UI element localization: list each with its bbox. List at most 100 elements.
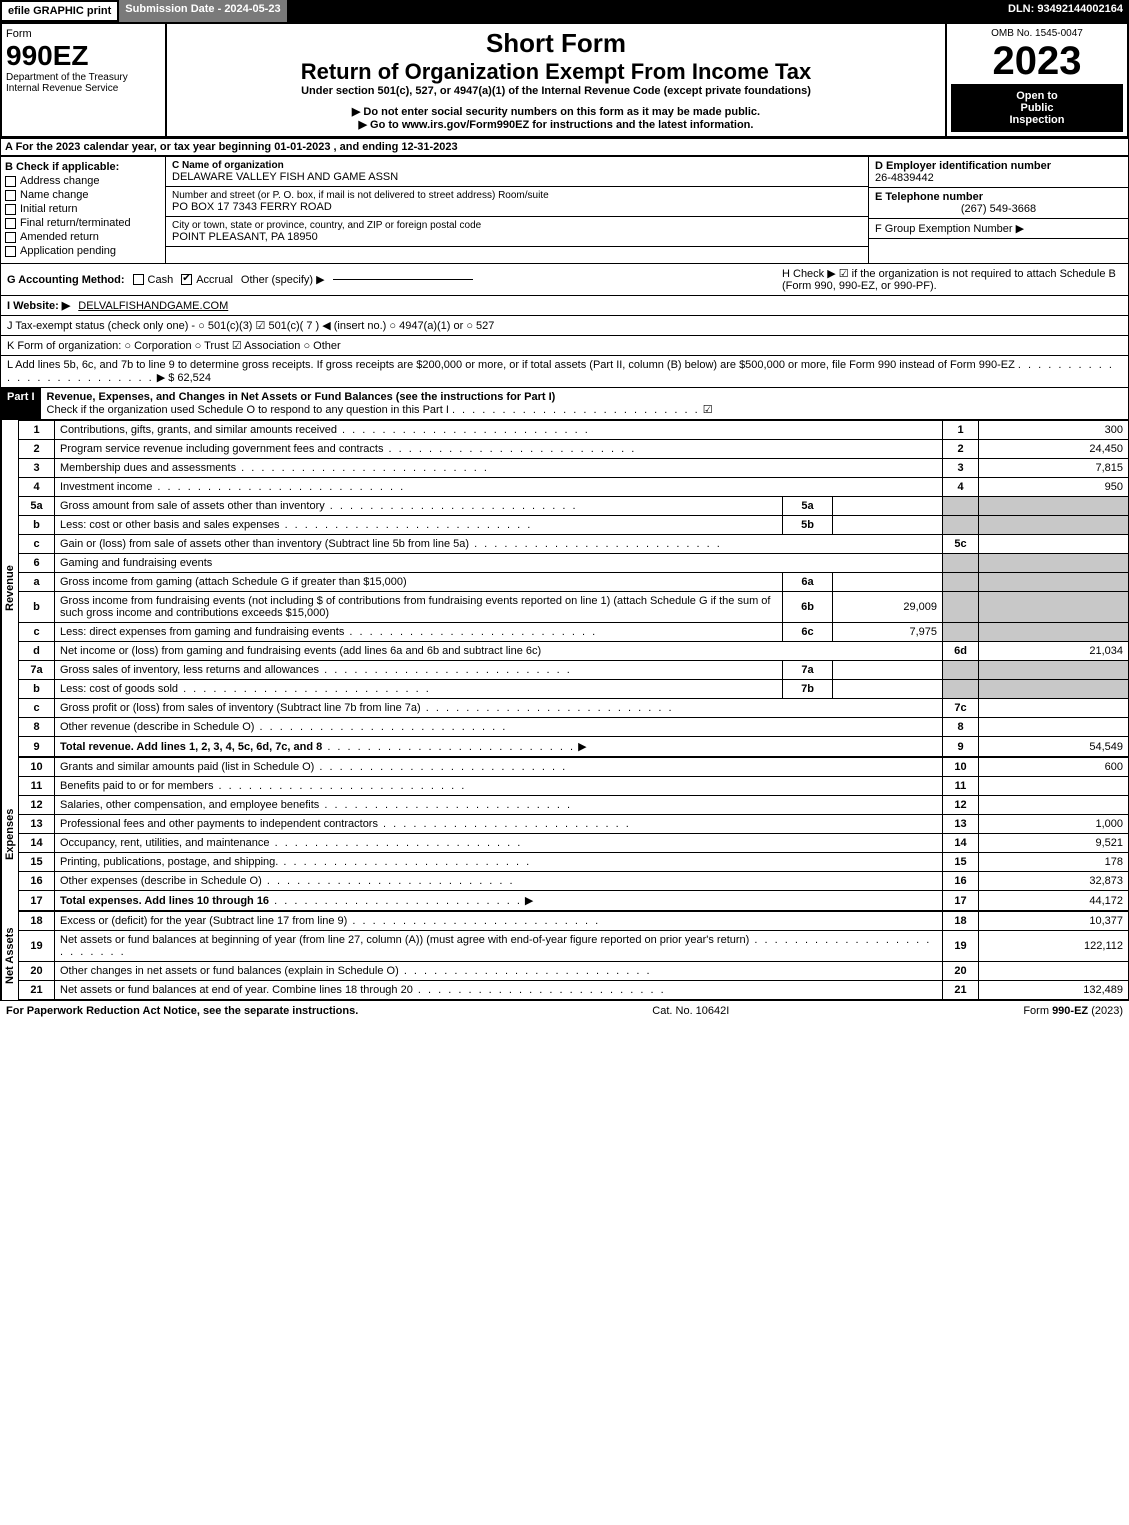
line-3: 3Membership dues and assessments37,815 xyxy=(19,459,1129,478)
line-7a: 7aGross sales of inventory, less returns… xyxy=(19,661,1129,680)
line-6c: cLess: direct expenses from gaming and f… xyxy=(19,623,1129,642)
open-line1: Open to xyxy=(957,90,1117,102)
part1-badge: Part I xyxy=(1,388,41,419)
chk-address-change[interactable]: Address change xyxy=(5,175,161,187)
org-name: DELAWARE VALLEY FISH AND GAME ASSN xyxy=(172,171,862,183)
chk-final-return[interactable]: Final return/terminated xyxy=(5,217,161,229)
page-footer: For Paperwork Reduction Act Notice, see … xyxy=(0,1000,1129,1021)
h-text: H Check ▶ ☑ if the organization is not r… xyxy=(782,267,1122,292)
l-amount: ▶ $ 62,524 xyxy=(157,372,211,384)
line-1: 1Contributions, gifts, grants, and simil… xyxy=(19,421,1129,440)
chk-label: Amended return xyxy=(20,231,99,243)
line-7b: bLess: cost of goods sold7b xyxy=(19,680,1129,699)
omb: OMB No. 1545-0047 xyxy=(951,28,1123,39)
f-group-exemption: F Group Exemption Number ▶ xyxy=(869,219,1128,239)
revenue-table: 1Contributions, gifts, grants, and simil… xyxy=(18,420,1129,757)
line-10: 10Grants and similar amounts paid (list … xyxy=(19,758,1129,777)
irs-label: Internal Revenue Service xyxy=(6,83,161,94)
line-16: 16Other expenses (describe in Schedule O… xyxy=(19,872,1129,891)
section-a: A For the 2023 calendar year, or tax yea… xyxy=(0,138,1129,156)
line-19: 19Net assets or fund balances at beginni… xyxy=(19,931,1129,962)
org-address: PO BOX 17 7343 FERRY ROAD xyxy=(172,201,862,213)
line-9: 9Total revenue. Add lines 1, 2, 3, 4, 5c… xyxy=(19,737,1129,757)
row-i: I Website: ▶ DELVALFISHANDGAME.COM xyxy=(0,296,1129,316)
chk-label: Accrual xyxy=(196,274,233,286)
part1-check-mark: ☑ xyxy=(703,404,713,416)
note-link: ▶ Go to www.irs.gov/Form990EZ for instru… xyxy=(171,118,941,131)
efile-label: efile GRAPHIC print xyxy=(0,0,119,22)
g-other: Other (specify) ▶ xyxy=(241,273,325,286)
line-8: 8Other revenue (describe in Schedule O)8 xyxy=(19,718,1129,737)
g-label: G Accounting Method: xyxy=(7,274,125,286)
chk-application-pending[interactable]: Application pending xyxy=(5,245,161,257)
line-6b: bGross income from fundraising events (n… xyxy=(19,592,1129,623)
top-bar: efile GRAPHIC print Submission Date - 20… xyxy=(0,0,1129,22)
chk-label: Name change xyxy=(20,189,89,201)
side-expenses: Expenses xyxy=(1,757,18,911)
col-c: C Name of organization DELAWARE VALLEY F… xyxy=(166,157,868,263)
line-15: 15Printing, publications, postage, and s… xyxy=(19,853,1129,872)
chk-name-change[interactable]: Name change xyxy=(5,189,161,201)
section-bcd: B Check if applicable: Address change Na… xyxy=(0,156,1129,264)
ein-value: 26-4839442 xyxy=(875,172,1122,184)
part1-title: Revenue, Expenses, and Changes in Net As… xyxy=(47,391,556,403)
line-6a: aGross income from gaming (attach Schedu… xyxy=(19,573,1129,592)
c-city-label: City or town, state or province, country… xyxy=(172,220,862,231)
row-l: L Add lines 5b, 6c, and 7b to line 9 to … xyxy=(0,356,1129,388)
l-text: L Add lines 5b, 6c, and 7b to line 9 to … xyxy=(7,359,1015,371)
line-21: 21Net assets or fund balances at end of … xyxy=(19,981,1129,1000)
chk-cash[interactable]: Cash xyxy=(133,274,174,286)
line-20: 20Other changes in net assets or fund ba… xyxy=(19,962,1129,981)
part1-header: Part I Revenue, Expenses, and Changes in… xyxy=(0,388,1129,420)
expenses-table: 10Grants and similar amounts paid (list … xyxy=(18,757,1129,911)
chk-label: Address change xyxy=(20,175,100,187)
d-ein-label: D Employer identification number xyxy=(875,160,1122,172)
chk-accrual[interactable]: Accrual xyxy=(181,274,233,286)
c-name-label: C Name of organization xyxy=(172,160,862,171)
part1-check-text: Check if the organization used Schedule … xyxy=(47,404,449,416)
line-13: 13Professional fees and other payments t… xyxy=(19,815,1129,834)
submission-date: Submission Date - 2024-05-23 xyxy=(119,0,286,22)
open-inspection: Open to Public Inspection xyxy=(951,84,1123,132)
dln: DLN: 93492144002164 xyxy=(1002,0,1129,22)
b-label: B Check if applicable: xyxy=(5,161,161,173)
chk-label: Initial return xyxy=(20,203,77,215)
website-link[interactable]: DELVALFISHANDGAME.COM xyxy=(78,300,228,312)
return-title: Return of Organization Exempt From Incom… xyxy=(171,59,941,85)
form-header: Form 990EZ Department of the Treasury In… xyxy=(0,22,1129,138)
footer-right: Form 990-EZ (2023) xyxy=(1023,1005,1123,1017)
line-14: 14Occupancy, rent, utilities, and mainte… xyxy=(19,834,1129,853)
row-gh: G Accounting Method: Cash Accrual Other … xyxy=(0,264,1129,296)
chk-label: Cash xyxy=(148,274,174,286)
line-5c: cGain or (loss) from sale of assets othe… xyxy=(19,535,1129,554)
open-line2: Public xyxy=(957,102,1117,114)
line-18: 18Excess or (deficit) for the year (Subt… xyxy=(19,912,1129,931)
note-ssn: ▶ Do not enter social security numbers o… xyxy=(171,105,941,118)
col-def: D Employer identification number 26-4839… xyxy=(868,157,1128,263)
e-tel-label: E Telephone number xyxy=(875,191,1122,203)
line-11: 11Benefits paid to or for members11 xyxy=(19,777,1129,796)
footer-left: For Paperwork Reduction Act Notice, see … xyxy=(6,1005,358,1017)
chk-label: Final return/terminated xyxy=(20,217,131,229)
tax-year: 2023 xyxy=(951,39,1123,84)
footer-mid: Cat. No. 10642I xyxy=(652,1005,729,1017)
line-5a: 5aGross amount from sale of assets other… xyxy=(19,497,1129,516)
tel-value: (267) 549-3668 xyxy=(875,203,1122,215)
form-number: 990EZ xyxy=(6,40,161,72)
line-6d: dNet income or (loss) from gaming and fu… xyxy=(19,642,1129,661)
line-5b: bLess: cost or other basis and sales exp… xyxy=(19,516,1129,535)
side-net-assets: Net Assets xyxy=(1,911,18,1000)
line-17: 17Total expenses. Add lines 10 through 1… xyxy=(19,891,1129,911)
dept-treasury: Department of the Treasury xyxy=(6,72,161,83)
subtitle: Under section 501(c), 527, or 4947(a)(1)… xyxy=(171,85,941,97)
line-7c: cGross profit or (loss) from sales of in… xyxy=(19,699,1129,718)
side-revenue: Revenue xyxy=(1,420,18,757)
col-b: B Check if applicable: Address change Na… xyxy=(1,157,166,263)
chk-amended-return[interactable]: Amended return xyxy=(5,231,161,243)
chk-initial-return[interactable]: Initial return xyxy=(5,203,161,215)
open-line3: Inspection xyxy=(957,114,1117,126)
line-6: 6Gaming and fundraising events xyxy=(19,554,1129,573)
net-assets-table: 18Excess or (deficit) for the year (Subt… xyxy=(18,911,1129,1000)
short-form-title: Short Form xyxy=(171,28,941,59)
row-j: J Tax-exempt status (check only one) - ○… xyxy=(0,316,1129,336)
